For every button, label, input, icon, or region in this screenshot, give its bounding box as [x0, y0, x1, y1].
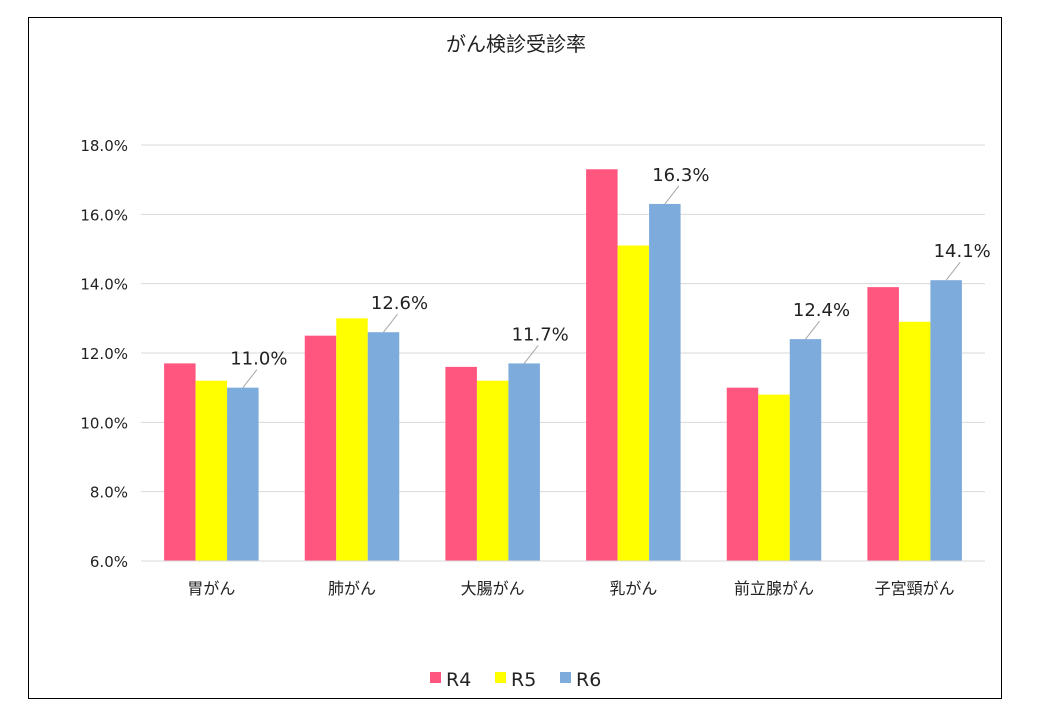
bar-R6 — [649, 203, 681, 561]
data-label-leader — [523, 345, 539, 364]
legend-label: R6 — [576, 669, 601, 691]
y-tick-label: 6.0% — [90, 553, 128, 571]
chart-title: がん検診受診率 — [446, 32, 586, 56]
legend-swatch-R6 — [560, 672, 571, 683]
data-label-leader — [242, 369, 258, 388]
bar-R5 — [476, 380, 509, 561]
bar-R4 — [867, 287, 899, 561]
bar-R6 — [227, 387, 259, 561]
data-label: 11.0% — [230, 349, 287, 370]
bar-R6 — [789, 339, 822, 561]
chart-frame — [28, 17, 1002, 699]
bar-R6 — [930, 280, 962, 561]
x-tick-label: 前立腺がん — [734, 579, 814, 598]
y-tick-label: 16.0% — [80, 206, 128, 224]
data-label-leader — [383, 313, 398, 333]
bar-R4 — [726, 387, 759, 561]
y-tick-label: 12.0% — [80, 345, 128, 363]
data-label-leader — [664, 185, 680, 205]
x-tick-label: 大腸がん — [461, 579, 525, 598]
data-label-leader — [945, 261, 961, 281]
y-tick-label: 14.0% — [80, 276, 128, 294]
data-label: 16.3% — [652, 165, 709, 186]
y-tick-label: 18.0% — [80, 137, 128, 155]
bar-R4 — [586, 169, 618, 561]
data-label-leader — [805, 320, 820, 340]
legend-swatch-R4 — [430, 672, 441, 683]
bar-R5 — [898, 321, 931, 561]
bar-R5 — [758, 394, 790, 561]
bar-R4 — [304, 335, 337, 561]
legend-label: R4 — [446, 669, 471, 691]
x-tick-label: 子宮頸がん — [875, 579, 955, 598]
bar-R6 — [508, 363, 540, 561]
data-label: 11.7% — [512, 324, 569, 345]
x-tick-label: 乳がん — [609, 579, 657, 598]
bar-R4 — [164, 363, 196, 561]
data-label: 12.6% — [371, 293, 428, 314]
legend-label: R5 — [511, 669, 536, 691]
x-tick-label: 肺がん — [328, 579, 376, 598]
y-tick-label: 10.0% — [80, 414, 128, 432]
bar-R5 — [195, 380, 228, 561]
data-label: 12.4% — [793, 300, 850, 321]
legend-swatch-R5 — [495, 672, 506, 683]
y-tick-label: 8.0% — [90, 484, 128, 502]
bar-R5 — [617, 245, 650, 562]
x-tick-label: 胃がん — [187, 579, 235, 598]
bar-R4 — [445, 366, 477, 561]
data-label: 14.1% — [934, 241, 991, 262]
bar-R5 — [336, 318, 368, 561]
bar-R6 — [367, 332, 400, 561]
